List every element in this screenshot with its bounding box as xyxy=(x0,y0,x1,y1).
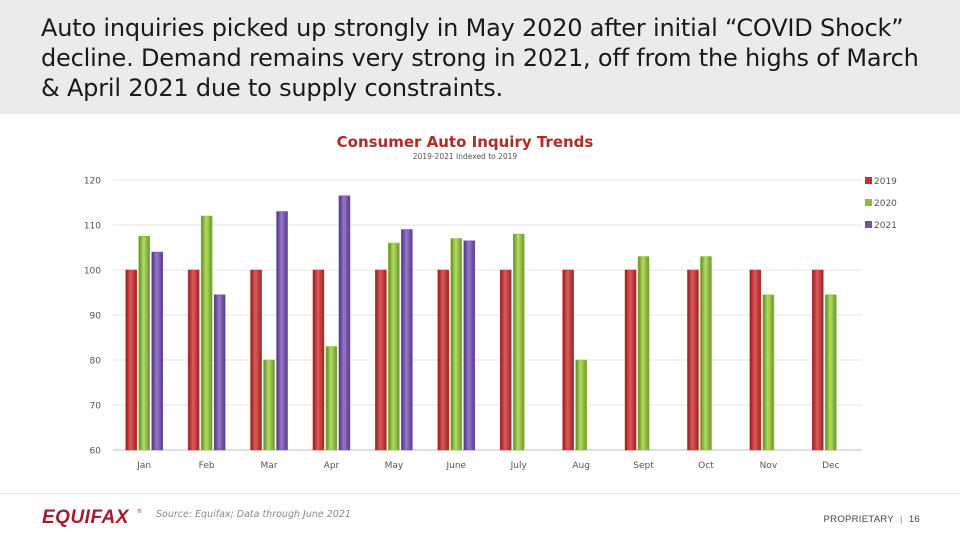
legend-label-2019: 2019 xyxy=(874,177,897,187)
x-tick-label-july: July xyxy=(510,461,528,471)
chart-title: Consumer Auto Inquiry Trends xyxy=(337,133,594,151)
proprietary-label: PROPRIETARY | 16 xyxy=(824,514,920,525)
x-tick-label-nov: Nov xyxy=(760,461,778,471)
headline-band xyxy=(0,0,960,114)
legend-label-2020: 2020 xyxy=(874,199,897,209)
bar-2019-may xyxy=(375,269,387,451)
auto-inquiry-bar-chart: Consumer Auto Inquiry Trends 2019-2021 I… xyxy=(84,133,897,472)
legend-swatch-2020 xyxy=(865,199,872,206)
bar-2021-june xyxy=(463,240,476,451)
bar-2019-july xyxy=(499,269,512,451)
bar-2020-nov xyxy=(762,294,775,451)
x-tick-label-oct: Oct xyxy=(698,461,714,471)
x-tick-label-dec: Dec xyxy=(822,461,839,471)
bar-2019-dec xyxy=(812,269,824,451)
bar-2020-may xyxy=(388,242,400,451)
bar-2021-feb xyxy=(213,294,226,451)
bar-2020-mar xyxy=(263,359,275,451)
bar-2020-feb xyxy=(200,215,213,451)
footer-divider xyxy=(0,493,960,494)
bar-2019-aug xyxy=(562,269,574,451)
x-tick-label-june: June xyxy=(445,461,466,471)
legend-swatch-2019 xyxy=(865,177,872,184)
registered-mark: ® xyxy=(137,509,142,515)
slide-headline: Auto inquiries picked up strongly in May… xyxy=(41,14,919,102)
y-tick-label: 90 xyxy=(90,312,102,322)
bar-2019-nov xyxy=(749,269,762,451)
bar-2020-oct xyxy=(700,256,712,451)
bar-2020-sept xyxy=(637,256,650,451)
y-tick-label: 100 xyxy=(84,267,101,277)
chart-subtitle: 2019-2021 Indexed to 2019 xyxy=(413,152,518,161)
gridlines xyxy=(113,179,862,451)
legend-swatch-2021 xyxy=(865,221,872,228)
source-note: Source: Equifax; Data through June 2021 xyxy=(156,509,351,520)
bar-2021-jan xyxy=(151,251,163,451)
bar-2019-june xyxy=(437,269,450,451)
x-tick-label-aug: Aug xyxy=(572,461,590,471)
y-tick-label: 120 xyxy=(84,177,101,187)
bar-2019-oct xyxy=(687,269,699,451)
bar-2021-mar xyxy=(276,211,288,451)
axis-labels: 60 70 80 90 100 110 120 Jan Feb Mar Apr May June July… xyxy=(84,177,840,472)
bar-2021-may xyxy=(401,229,413,451)
equifax-logo: EQUIFAX xyxy=(42,507,129,528)
legend-label-2021: 2021 xyxy=(874,221,897,231)
bar-2020-july xyxy=(512,233,525,451)
x-tick-label-feb: Feb xyxy=(199,461,215,471)
chart-area: Consumer Auto Inquiry Trends 2019-2021 I… xyxy=(0,120,960,490)
x-tick-label-apr: Apr xyxy=(324,461,340,471)
bar-2019-feb xyxy=(187,269,200,451)
y-tick-label: 70 xyxy=(90,402,102,412)
bar-2019-apr xyxy=(312,269,325,451)
bar-2019-jan xyxy=(125,269,137,451)
bar-2020-june xyxy=(450,238,463,451)
bar-2019-sept xyxy=(624,269,637,451)
y-tick-label: 110 xyxy=(84,222,101,232)
bars xyxy=(125,195,837,451)
legend: 2019 2020 2021 xyxy=(865,177,897,231)
bar-2020-dec xyxy=(825,294,837,451)
page-number: 16 xyxy=(908,514,920,525)
x-tick-label-may: May xyxy=(385,461,404,471)
bar-2021-apr xyxy=(338,195,351,451)
bar-2020-aug xyxy=(575,359,587,451)
y-tick-label: 80 xyxy=(90,357,102,367)
bar-2020-jan xyxy=(138,236,150,451)
footer-separator: | xyxy=(900,514,903,525)
bar-2019-mar xyxy=(250,269,262,451)
x-tick-label-jan: Jan xyxy=(136,461,151,471)
proprietary-text: PROPRIETARY xyxy=(823,514,895,525)
bar-2020-apr xyxy=(325,346,338,451)
x-tick-label-sept: Sept xyxy=(633,461,654,471)
x-tick-label-mar: Mar xyxy=(261,461,278,471)
y-tick-label: 60 xyxy=(90,447,102,457)
